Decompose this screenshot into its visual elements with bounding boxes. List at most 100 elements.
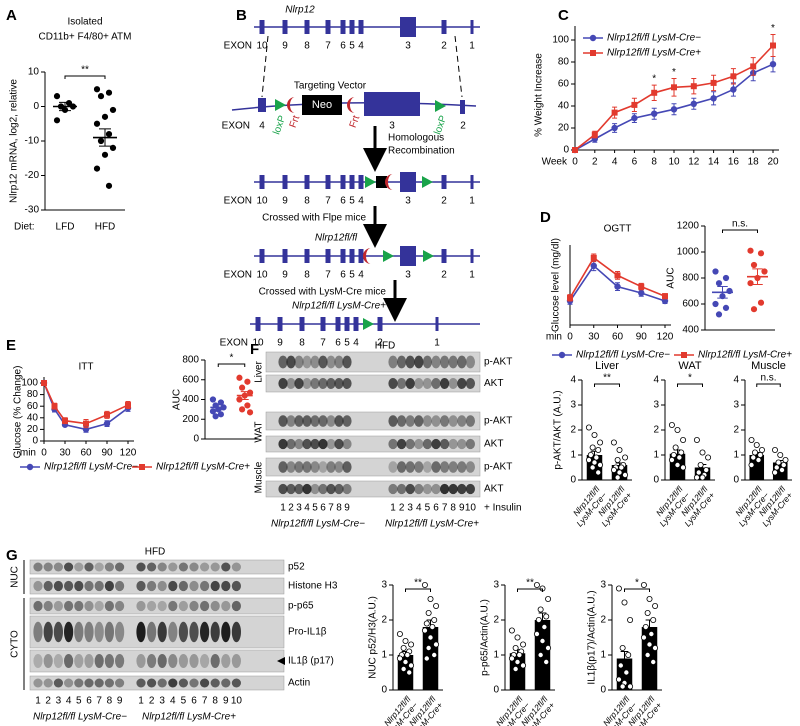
blot-band <box>115 678 125 688</box>
data-point <box>590 254 597 261</box>
y-tick-label: 1 <box>381 650 387 661</box>
exon-number: 5 <box>344 338 350 349</box>
blot-band <box>334 355 344 369</box>
data-point <box>239 384 246 391</box>
tissue-label: WAT <box>254 421 265 442</box>
data-point <box>638 289 645 297</box>
blot-band <box>465 378 475 389</box>
blot-band <box>53 621 64 643</box>
exon-number: 10 <box>252 338 264 349</box>
lane-number: 1 <box>390 503 396 514</box>
data-point <box>672 444 679 451</box>
blot-band <box>104 653 114 669</box>
y-tick-label: 3 <box>653 400 659 411</box>
y-tick-label: 400 <box>182 394 199 405</box>
data-point <box>423 655 430 662</box>
legend-marker <box>681 352 687 358</box>
y-axis-label: p-p65/Actin(A.U.) <box>480 599 491 676</box>
data-point <box>572 147 578 153</box>
y-tick-label: 80 <box>27 389 39 400</box>
y-tick-label: 2 <box>600 615 606 626</box>
lane-number: 4 <box>304 503 310 514</box>
data-point <box>622 454 629 461</box>
lane-number: 1 <box>138 696 144 707</box>
blot-band <box>53 653 64 669</box>
chart-title: WAT <box>678 360 701 372</box>
blot-band <box>440 378 450 389</box>
data-point <box>51 403 58 410</box>
lane-number: 5 <box>181 696 187 707</box>
blot-band <box>221 600 231 612</box>
blot-band <box>431 355 441 369</box>
exon-number: 3 <box>405 270 411 281</box>
data-point <box>611 124 618 132</box>
blot-band <box>302 438 312 450</box>
blot-band <box>178 621 188 643</box>
y-tick-label: 3 <box>570 400 576 411</box>
y-tick-label: 100 <box>552 35 569 46</box>
significance-label: ** <box>603 373 611 384</box>
blot-band <box>84 562 94 572</box>
data-point <box>782 456 789 463</box>
y-tick-label: 2 <box>570 425 576 436</box>
y-tick-label: 4 <box>733 375 739 386</box>
blot-band <box>334 378 344 389</box>
loxp-site <box>435 100 446 112</box>
y-tick-label: 0 <box>563 145 569 156</box>
y-tick-label: 3 <box>381 580 387 591</box>
y-tick-label: -20 <box>25 170 40 181</box>
blot-band <box>294 438 304 450</box>
blot-band <box>157 562 167 572</box>
x-tick-label: 10 <box>668 157 680 168</box>
exon <box>282 20 288 34</box>
blot-band <box>43 600 53 612</box>
exon-number: 7 <box>325 41 331 52</box>
data-point <box>611 109 618 116</box>
blot-band <box>221 653 231 669</box>
y-tick-label: 600 <box>182 374 199 385</box>
exon <box>259 20 265 34</box>
blot-band <box>405 461 415 473</box>
blot-band <box>465 438 475 450</box>
significance-label: * <box>230 353 234 364</box>
lane-number: 9 <box>459 503 465 514</box>
blot-band <box>200 580 210 592</box>
blot-band <box>294 483 304 495</box>
blot-band <box>318 438 328 450</box>
exon <box>441 175 447 189</box>
blot-band <box>302 461 312 473</box>
significance-bracket <box>624 588 650 592</box>
data-point <box>209 396 217 403</box>
x-tick-label: 120 <box>657 332 674 343</box>
blot-band <box>448 461 458 473</box>
y-tick-label: 200 <box>182 414 199 425</box>
y-tick-label: 20 <box>27 424 39 435</box>
data-point <box>104 411 110 418</box>
exon-label: EXON <box>220 338 248 349</box>
blot-band <box>457 438 467 450</box>
y-tick-label: 20 <box>558 123 570 134</box>
x-axis-label: min <box>546 332 562 343</box>
neo-cassette <box>376 176 387 188</box>
data-point <box>585 456 592 463</box>
data-point <box>537 606 544 613</box>
legend-label: Nlrp12fl/fl LysM-Cre− <box>576 350 670 361</box>
data-point <box>650 659 657 666</box>
blot-band <box>74 621 84 643</box>
exon-number: 3 <box>405 41 411 52</box>
blot-band <box>221 580 231 592</box>
lane-number: 7 <box>202 696 208 707</box>
data-point <box>520 662 527 669</box>
data-point <box>217 399 224 406</box>
data-point <box>710 79 717 86</box>
data-point <box>610 466 617 473</box>
data-point <box>642 624 649 631</box>
exon-number: 3 <box>389 121 395 132</box>
blot-band <box>53 600 64 612</box>
data-point <box>646 596 653 603</box>
blot-band <box>231 562 241 572</box>
blot-band <box>74 580 84 592</box>
y-tick-label: 4 <box>653 375 659 386</box>
y-tick-label: 0 <box>493 685 499 696</box>
